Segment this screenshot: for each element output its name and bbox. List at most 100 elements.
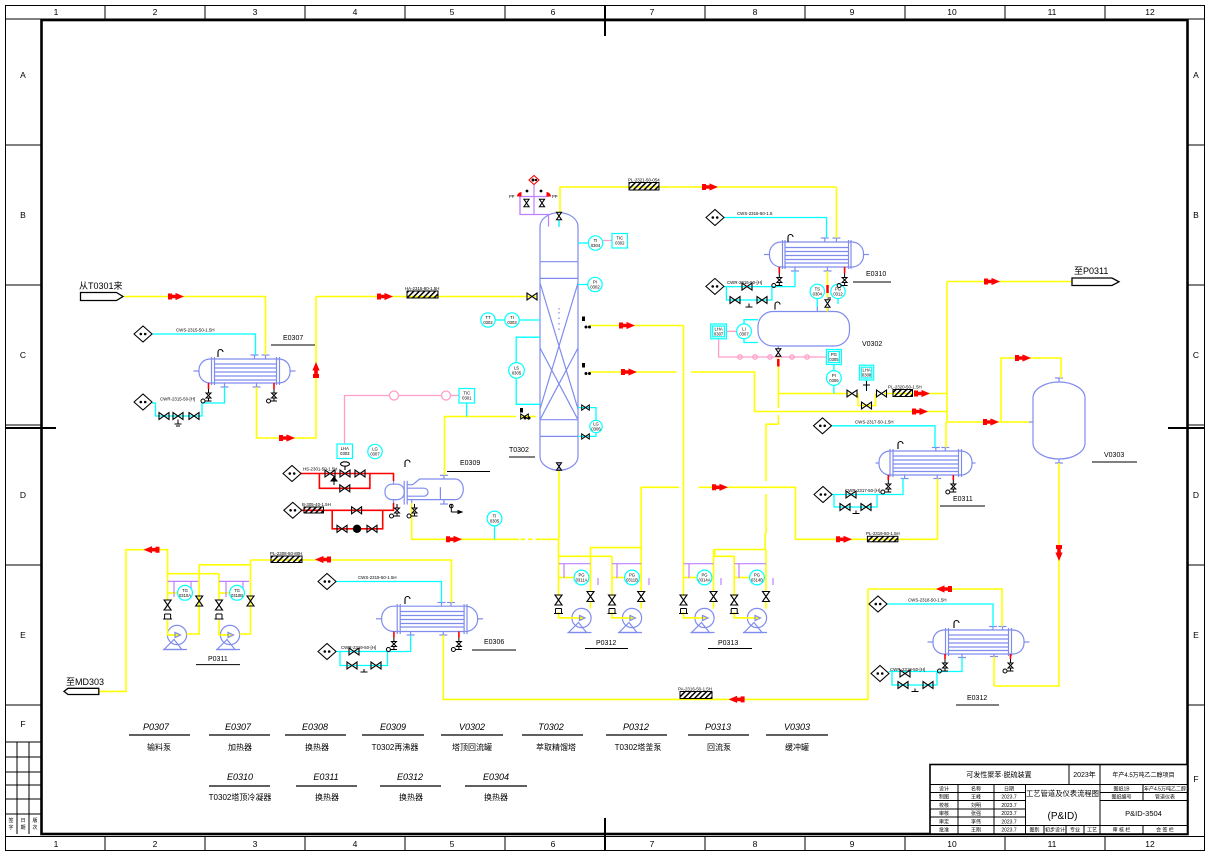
svg-text:0306: 0306 — [591, 427, 601, 432]
svg-text:PA-2316-50-1.5H: PA-2316-50-1.5H — [678, 687, 712, 692]
svg-text:T0302: T0302 — [538, 722, 564, 732]
svg-text:0310B: 0310B — [231, 593, 243, 598]
svg-text:E0310: E0310 — [866, 271, 886, 278]
svg-text:2: 2 — [153, 839, 158, 849]
svg-text:2023.7: 2023.7 — [1001, 795, 1017, 801]
svg-text:可发性聚苯·脱硫装置: 可发性聚苯·脱硫装置 — [966, 770, 1031, 779]
svg-text:B: B — [1193, 210, 1199, 220]
svg-text:年产4.5万吨乙二醇项目: 年产4.5万吨乙二醇项目 — [1112, 771, 1174, 779]
svg-text:E0309: E0309 — [460, 460, 480, 467]
svg-text:PG: PG — [754, 573, 760, 578]
svg-text:E0307: E0307 — [283, 335, 303, 342]
svg-text:HA-2315-80-1.5H: HA-2315-80-1.5H — [405, 286, 439, 291]
svg-text:P0312: P0312 — [596, 640, 616, 647]
svg-text:12: 12 — [1145, 839, 1155, 849]
svg-text:E0312: E0312 — [967, 695, 987, 702]
svg-text:审核: 审核 — [939, 810, 949, 817]
svg-text:V0303: V0303 — [1104, 452, 1124, 459]
svg-text:7: 7 — [650, 839, 655, 849]
svg-text:初步设计: 初步设计 — [1045, 827, 1065, 834]
svg-text:F: F — [20, 719, 25, 729]
svg-text:E0310: E0310 — [227, 772, 253, 782]
svg-text:李伟: 李伟 — [971, 819, 981, 826]
svg-text:张强: 张强 — [971, 810, 981, 817]
svg-text:0311A: 0311A — [576, 578, 588, 583]
svg-text:A: A — [1193, 70, 1199, 80]
svg-text:换热器: 换热器 — [315, 792, 339, 802]
svg-text:CWR-2317-50-[H]: CWR-2317-50-[H] — [845, 488, 880, 493]
svg-text:5: 5 — [450, 7, 455, 17]
svg-text:F: F — [1193, 774, 1198, 784]
svg-text:P0311: P0311 — [208, 656, 228, 663]
svg-text:TG: TG — [182, 588, 188, 593]
svg-text:E0306: E0306 — [484, 639, 504, 646]
svg-text:2: 2 — [153, 7, 158, 17]
svg-text:C: C — [20, 350, 26, 360]
svg-text:11: 11 — [1048, 7, 1057, 17]
svg-text:2023.7: 2023.7 — [1001, 828, 1017, 834]
svg-text:E0308: E0308 — [302, 722, 328, 732]
svg-text:签: 签 — [8, 817, 13, 824]
svg-text:LI: LI — [742, 326, 746, 331]
svg-text:9: 9 — [850, 7, 855, 17]
svg-text:TIC: TIC — [463, 391, 470, 396]
svg-text:至P0311: 至P0311 — [1074, 266, 1108, 276]
svg-text:0314B: 0314B — [751, 578, 763, 583]
svg-text:制图: 制图 — [939, 794, 949, 801]
svg-text:E: E — [20, 630, 26, 640]
svg-text:PG: PG — [629, 573, 635, 578]
svg-text:0302: 0302 — [483, 320, 493, 325]
svg-text:8: 8 — [753, 7, 758, 17]
svg-text:0305: 0305 — [512, 370, 522, 375]
svg-text:1: 1 — [54, 7, 59, 17]
svg-text:0311B: 0311B — [626, 578, 638, 583]
svg-text:CWS-2318-50-1.5H: CWS-2318-50-1.5H — [908, 598, 947, 603]
svg-text:设计: 设计 — [939, 786, 949, 793]
svg-text:D: D — [1193, 490, 1199, 500]
svg-text:LHA: LHA — [341, 446, 349, 451]
svg-text:1: 1 — [54, 839, 59, 849]
svg-text:0310A: 0310A — [179, 593, 191, 598]
svg-text:LG: LG — [372, 447, 378, 452]
svg-text:PL-2321-50-054: PL-2321-50-054 — [628, 178, 660, 183]
svg-text:6: 6 — [551, 7, 556, 17]
svg-text:3: 3 — [253, 839, 258, 849]
svg-text:CWS-2317-50-1.5H: CWS-2317-50-1.5H — [855, 420, 894, 425]
svg-text:TT: TT — [485, 315, 491, 320]
svg-text:工艺管道及仪表流程图: 工艺管道及仪表流程图 — [1026, 789, 1099, 798]
svg-text:5: 5 — [450, 839, 455, 849]
svg-text:次: 次 — [32, 824, 37, 831]
svg-text:PG: PG — [831, 352, 837, 357]
svg-text:PI: PI — [832, 373, 836, 378]
svg-text:TIC: TIC — [616, 236, 623, 241]
svg-text:2023.7: 2023.7 — [1001, 803, 1017, 809]
svg-text:9: 9 — [850, 839, 855, 849]
svg-text:2023年: 2023年 — [1073, 770, 1096, 779]
svg-text:E0311: E0311 — [313, 772, 338, 782]
svg-text:CWR-2316-50-[H]: CWR-2316-50-[H] — [727, 280, 762, 285]
svg-text:CWR-2315-50-[H]: CWR-2315-50-[H] — [160, 397, 195, 402]
svg-text:期: 期 — [20, 825, 25, 831]
svg-text:T0302塔顶冷凝器: T0302塔顶冷凝器 — [209, 792, 272, 802]
svg-text:7: 7 — [650, 7, 655, 17]
svg-text:V0303: V0303 — [784, 722, 810, 732]
svg-text:A: A — [20, 70, 26, 80]
svg-text:E0312: E0312 — [397, 772, 423, 782]
svg-text:CWS-2316-50-1.5: CWS-2316-50-1.5 — [737, 211, 773, 216]
svg-text:2023.7: 2023.7 — [1001, 820, 1017, 826]
svg-text:PL-2308-50-80H: PL-2308-50-80H — [270, 551, 302, 556]
svg-text:塔顶回流罐: 塔顶回流罐 — [452, 742, 492, 752]
svg-text:PL-2320-50-1.5H: PL-2320-50-1.5H — [888, 385, 922, 390]
svg-text:0314A: 0314A — [698, 578, 710, 583]
svg-text:0307: 0307 — [714, 331, 724, 336]
svg-text:专业: 专业 — [1070, 827, 1080, 834]
svg-text:TS: TS — [815, 286, 821, 291]
svg-text:年产4.5万吨乙二醇: 年产4.5万吨乙二醇 — [1144, 786, 1186, 793]
svg-text:刘明: 刘明 — [971, 802, 981, 809]
svg-text:0303: 0303 — [340, 451, 350, 456]
svg-text:从T0301来: 从T0301来 — [79, 281, 123, 291]
svg-text:缓冲罐: 缓冲罐 — [785, 742, 809, 752]
svg-text:校核: 校核 — [939, 802, 949, 809]
svg-text:日: 日 — [20, 818, 25, 824]
svg-text:换热器: 换热器 — [399, 792, 423, 802]
